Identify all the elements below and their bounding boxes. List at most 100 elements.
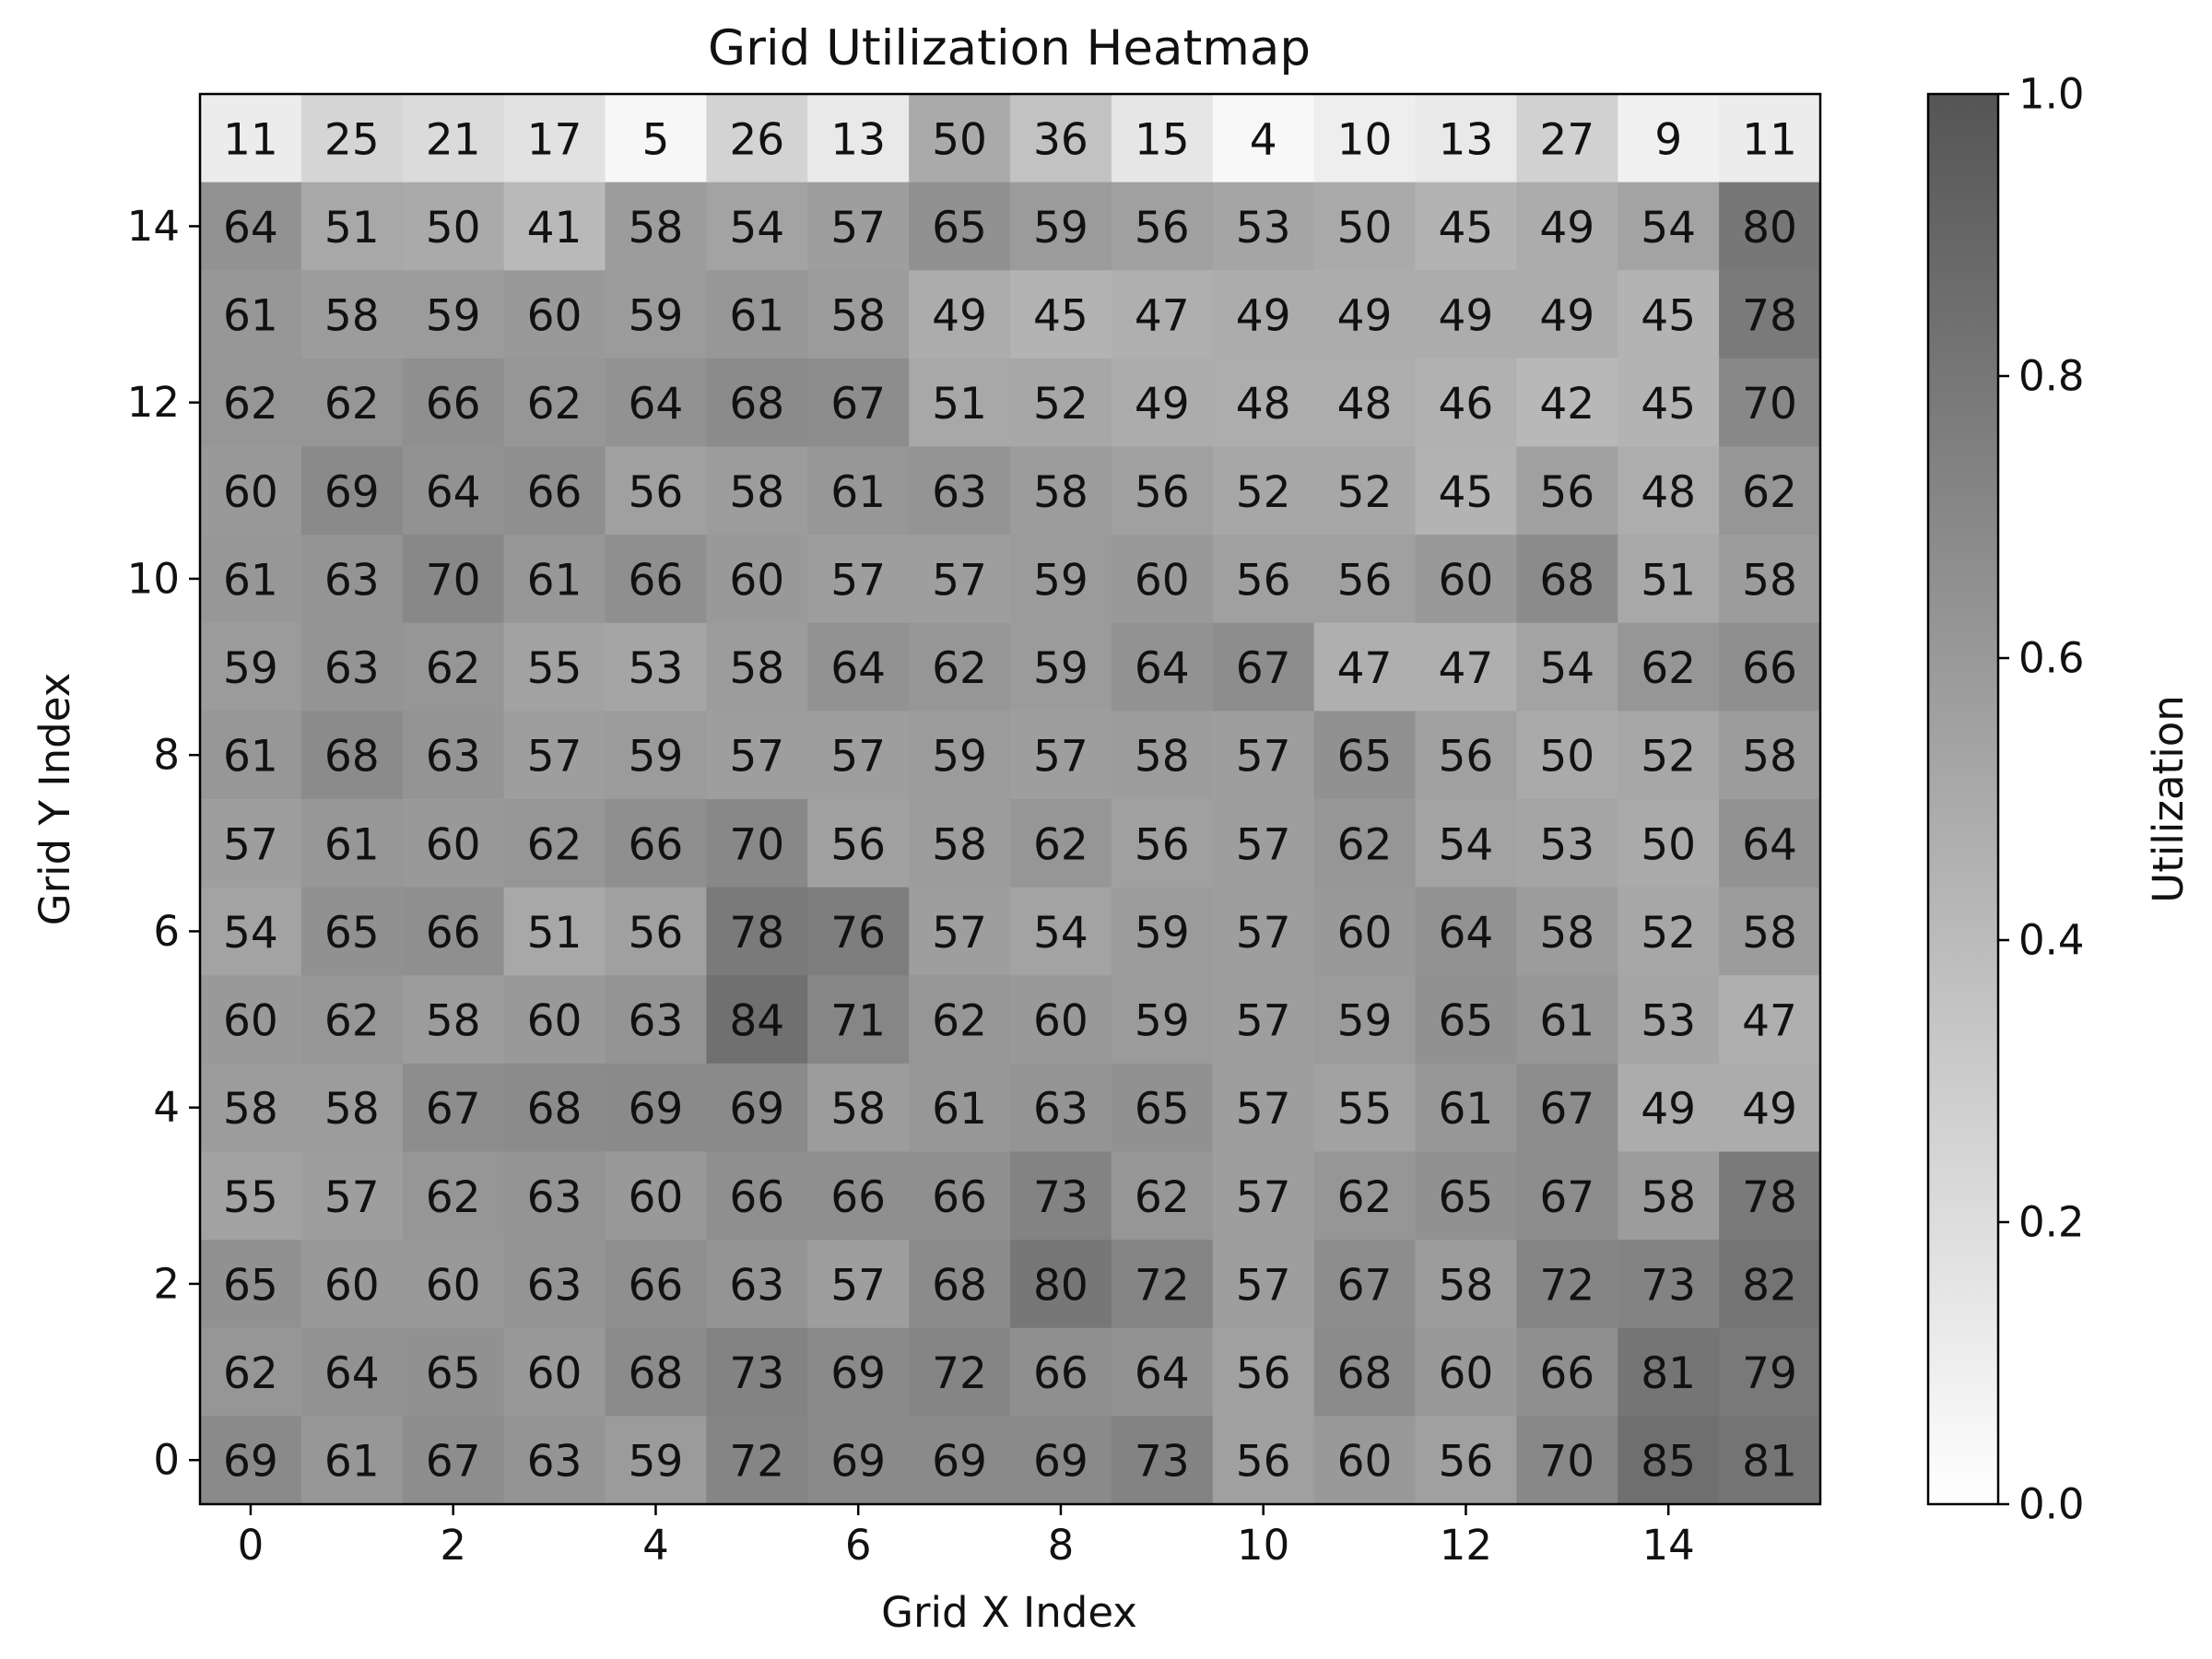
- heatmap-cell: [1111, 1416, 1214, 1505]
- heatmap-cell: [1719, 1416, 1821, 1505]
- heatmap-cell: [1516, 270, 1618, 359]
- cell-value-label: 49: [1539, 203, 1594, 253]
- heatmap-cell: [1010, 1063, 1112, 1153]
- heatmap-cell: [807, 182, 910, 271]
- cell-value-label: 62: [932, 996, 987, 1047]
- cell-value-label: 54: [1439, 819, 1494, 870]
- cell-value-label: 48: [1236, 379, 1291, 429]
- cell-value-label: 58: [1742, 555, 1797, 606]
- heatmap-cell: [909, 711, 1011, 800]
- cell-value-label: 45: [1439, 467, 1494, 518]
- heatmap-cell: [1212, 94, 1315, 183]
- heatmap-cell: [1516, 535, 1618, 624]
- cell-value-label: 49: [1135, 379, 1190, 429]
- heatmap-cell: [200, 622, 302, 712]
- cell-value-label: 72: [932, 1348, 987, 1399]
- heatmap-cell: [503, 446, 606, 535]
- heatmap-cell: [402, 270, 505, 359]
- heatmap-cell: [909, 535, 1011, 624]
- cell-value-label: 52: [1337, 467, 1393, 518]
- heatmap-cell: [1111, 1063, 1214, 1153]
- cell-value-label: 62: [527, 379, 582, 429]
- heatmap-cell: [1618, 446, 1720, 535]
- heatmap-cell: [503, 799, 606, 888]
- cell-value-label: 73: [729, 1348, 784, 1399]
- cell-value-label: 64: [1439, 908, 1494, 959]
- cell-value-label: 60: [1135, 555, 1190, 606]
- heatmap-cell: [1618, 975, 1720, 1065]
- heatmap-cell: [1010, 887, 1112, 976]
- cell-value-label: 66: [426, 908, 481, 959]
- cell-value-label: 58: [1641, 1172, 1696, 1223]
- heatmap-cell: [1212, 975, 1315, 1065]
- cell-value-label: 63: [729, 1260, 784, 1311]
- heatmap-cell: [402, 1327, 505, 1417]
- heatmap-cell: [605, 270, 707, 359]
- cell-value-label: 42: [1539, 379, 1594, 429]
- heatmap-cell: [1415, 535, 1517, 624]
- cell-value-label: 60: [527, 1348, 582, 1399]
- cell-value-label: 63: [527, 1260, 582, 1311]
- heatmap-cell: [605, 358, 707, 448]
- cell-value-label: 58: [729, 643, 784, 694]
- heatmap-cell: [503, 1416, 606, 1505]
- heatmap-cell: [1719, 887, 1821, 976]
- heatmap-cell: [1212, 182, 1315, 271]
- heatmap-cell: [1719, 358, 1821, 448]
- heatmap-cell: [706, 1240, 808, 1329]
- y-tick-label: 12: [127, 378, 180, 427]
- cell-value-label: 13: [1439, 114, 1494, 165]
- heatmap-cell: [1618, 1063, 1720, 1153]
- heatmap-cell: [1415, 94, 1517, 183]
- y-tick-label: 8: [153, 731, 180, 780]
- cell-value-label: 56: [1135, 467, 1190, 518]
- heatmap-cell: [1313, 358, 1417, 448]
- cell-value-label: 60: [1439, 1348, 1494, 1399]
- heatmap-cell: [706, 711, 808, 800]
- heatmap-cell: [605, 446, 707, 535]
- cell-value-label: 66: [1742, 643, 1797, 694]
- cell-value-label: 51: [324, 203, 380, 253]
- cell-value-label: 79: [1742, 1348, 1797, 1399]
- cell-value-label: 85: [1641, 1437, 1696, 1488]
- heatmap-cell: [1618, 358, 1720, 448]
- cell-value-label: 62: [223, 1348, 278, 1399]
- heatmap-cell: [1111, 711, 1214, 800]
- cell-value-label: 62: [1337, 1172, 1393, 1223]
- heatmap-cell: [706, 94, 808, 183]
- heatmap-cell: [402, 358, 505, 448]
- heatmap-cell: [1415, 799, 1517, 888]
- cell-value-label: 63: [426, 732, 481, 782]
- heatmap-cell: [605, 975, 707, 1065]
- cell-value-label: 69: [324, 467, 380, 518]
- heatmap-cell: [402, 535, 505, 624]
- cell-value-label: 70: [1539, 1437, 1594, 1488]
- cell-value-label: 61: [223, 732, 278, 782]
- heatmap-cell: [706, 1327, 808, 1417]
- cell-value-label: 48: [1337, 379, 1393, 429]
- cell-value-label: 61: [223, 291, 278, 342]
- cell-value-label: 72: [1539, 1260, 1594, 1311]
- heatmap-cell: [300, 1240, 404, 1329]
- heatmap-cell: [402, 975, 505, 1065]
- heatmap-cell: [1010, 1240, 1112, 1329]
- heatmap-cell: [402, 799, 505, 888]
- cell-value-label: 58: [1539, 908, 1594, 959]
- cell-value-label: 70: [729, 819, 784, 870]
- cell-value-label: 57: [1236, 1172, 1291, 1223]
- y-tick-label: 4: [153, 1083, 180, 1132]
- heatmap-cell: [1010, 1416, 1112, 1505]
- heatmap-cell: [1010, 535, 1112, 624]
- heatmap-cell: [200, 446, 302, 535]
- heatmap-cell: [807, 711, 910, 800]
- heatmap-cell: [909, 622, 1011, 712]
- cell-value-label: 65: [426, 1348, 481, 1399]
- heatmap-cell: [1415, 182, 1517, 271]
- cell-value-label: 73: [1135, 1437, 1190, 1488]
- heatmap-cell: [1719, 622, 1821, 712]
- cell-value-label: 60: [223, 996, 278, 1047]
- cell-value-label: 61: [729, 291, 784, 342]
- cell-value-label: 66: [1539, 1348, 1594, 1399]
- heatmap-cell: [807, 94, 910, 183]
- heatmap-cell: [909, 182, 1011, 271]
